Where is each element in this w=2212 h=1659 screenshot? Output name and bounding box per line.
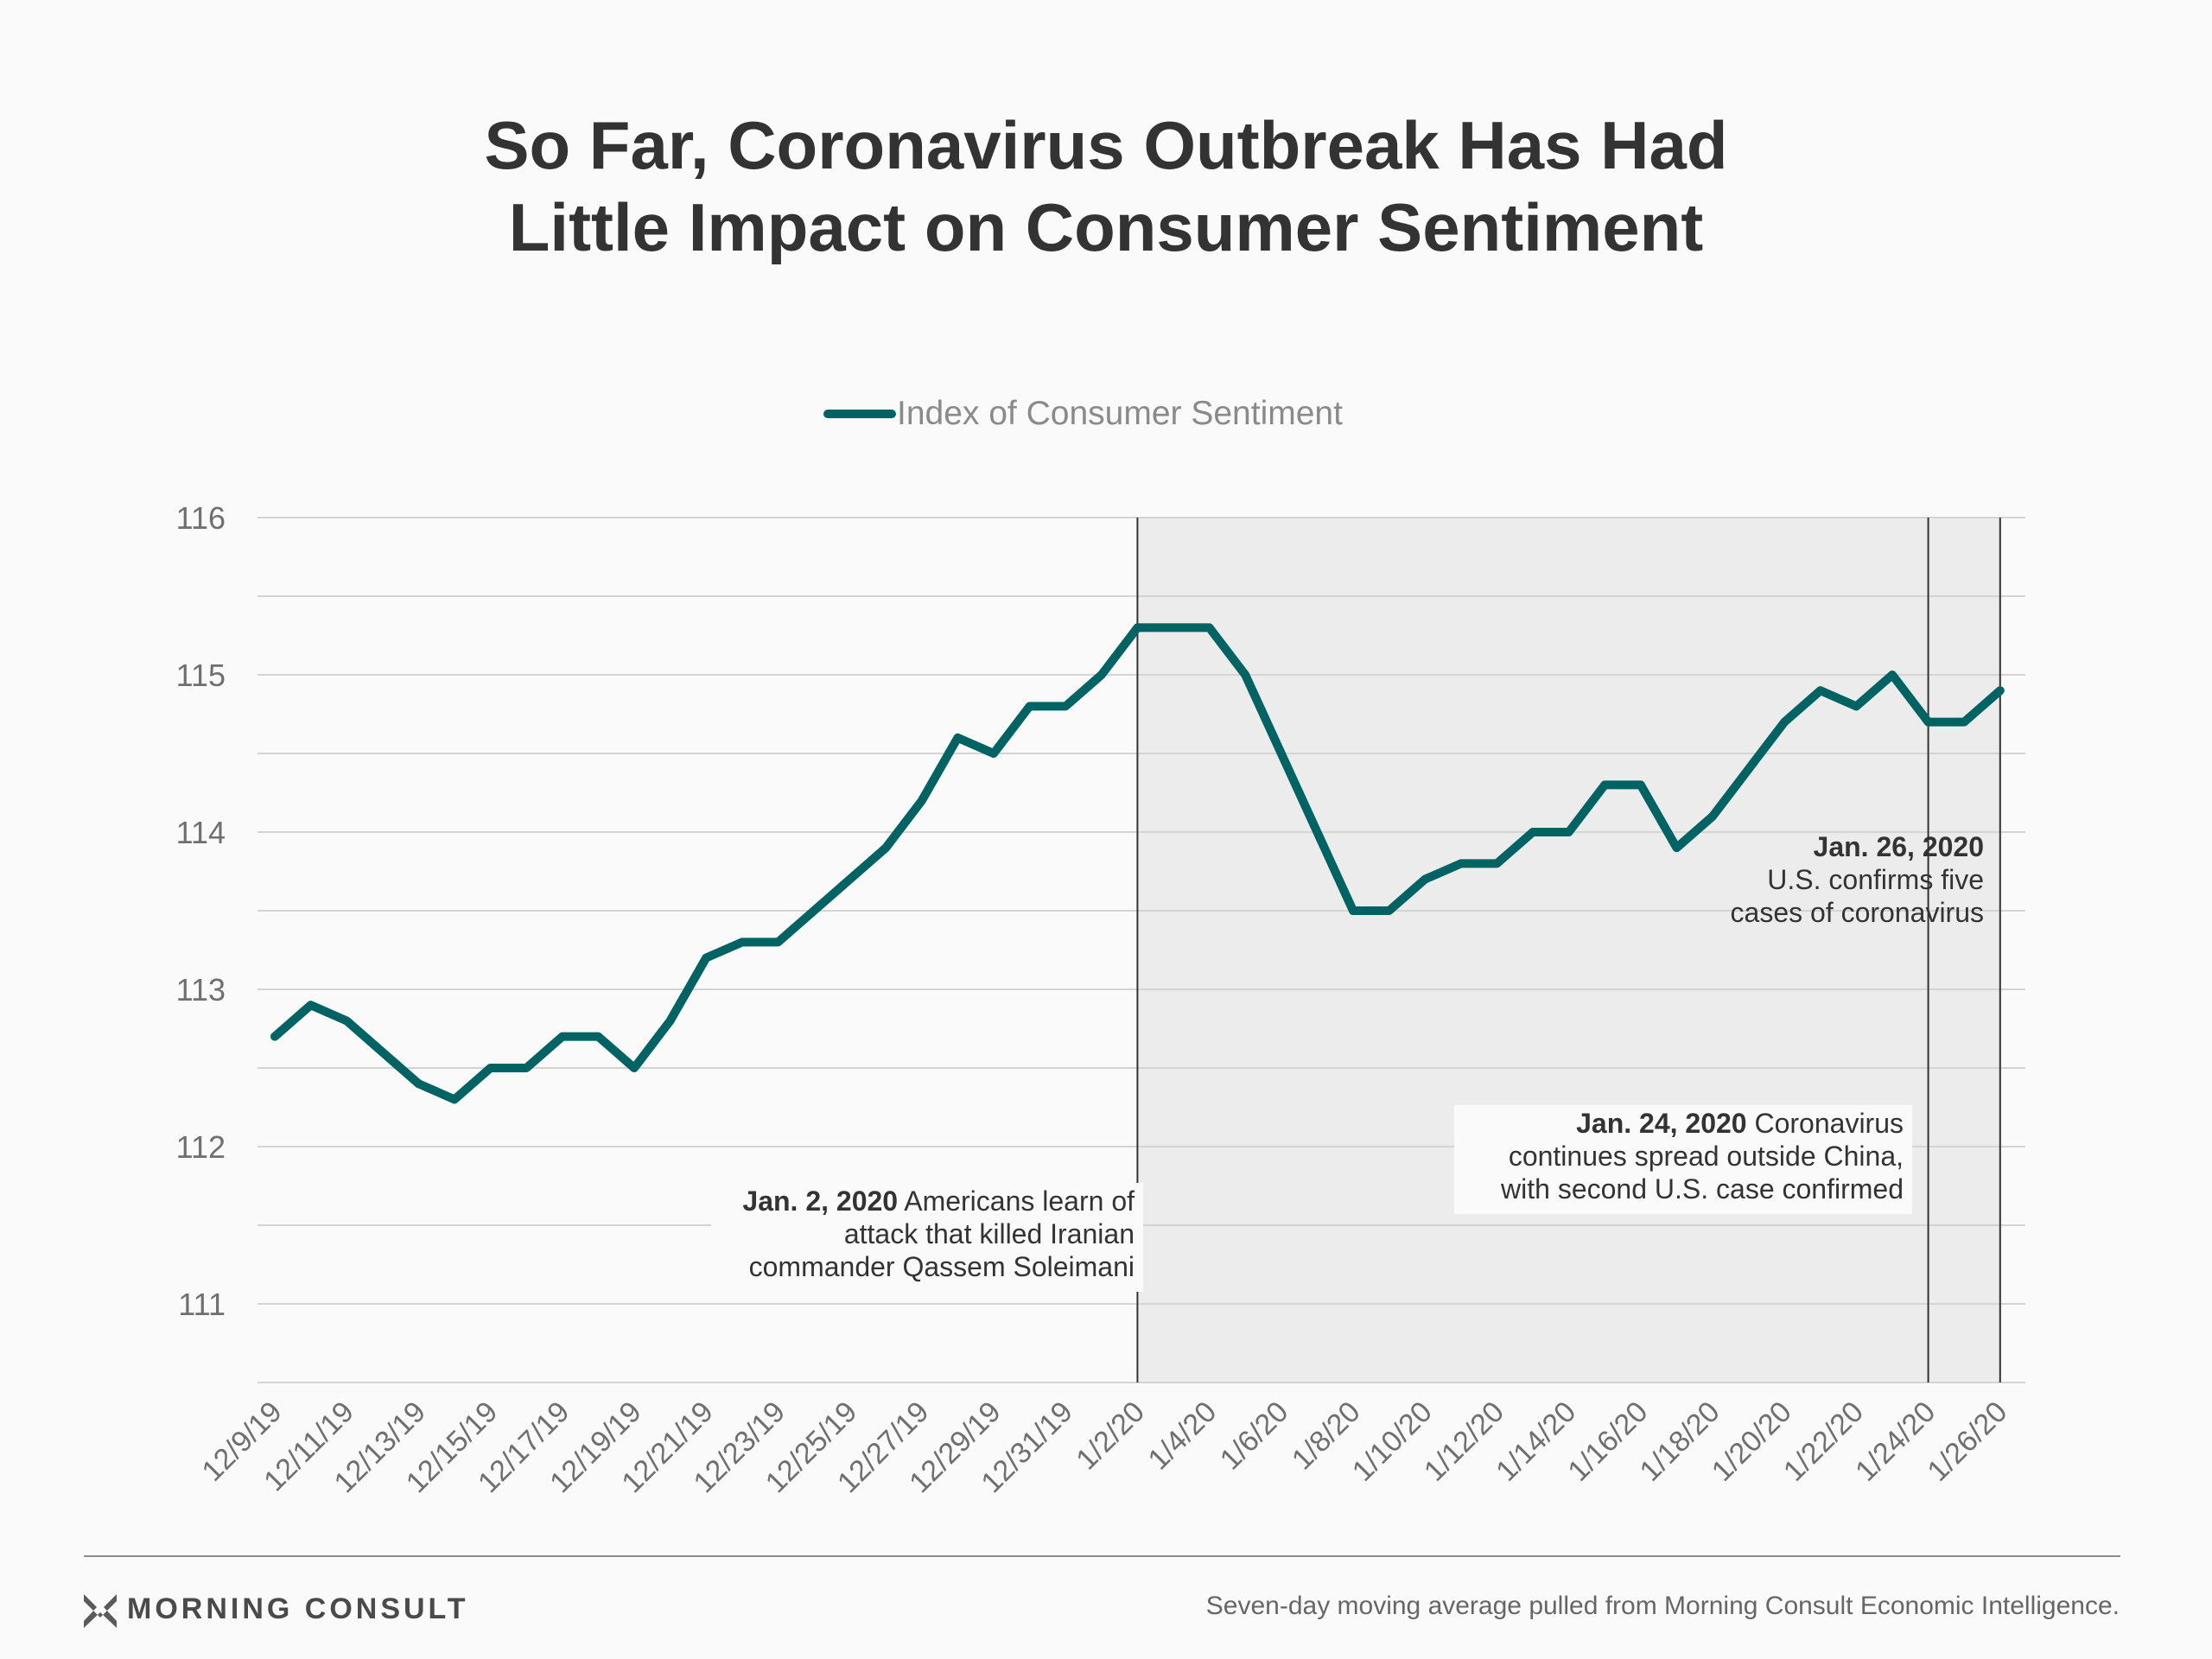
x-tick-label: 1/6/20 (1214, 1395, 1295, 1477)
x-tick-label: 1/2/20 (1070, 1395, 1151, 1477)
series-layer (270, 623, 2005, 1104)
legend: Index of Consumer Sentiment (823, 395, 1343, 432)
series-line (270, 623, 2005, 1104)
annotation-line: Jan. 24, 2020 Coronavirus (1576, 1108, 1904, 1139)
annotation-line: with second U.S. case confirmed (1500, 1173, 1904, 1205)
annotation-background (1454, 1105, 1912, 1214)
annotation-line: attack that killed Iranian (844, 1218, 1135, 1249)
x-tick-label: 1/22/20 (1777, 1395, 1870, 1488)
source-note: Seven-day moving average pulled from Mor… (1206, 1592, 2120, 1620)
annotation-text: Coronavirus (1747, 1108, 1904, 1139)
annotation-date: Jan. 26, 2020 (1814, 831, 1984, 862)
annotation-text: Americans learn of (898, 1185, 1135, 1217)
annotation-line: commander Qassem Soleimani (749, 1251, 1135, 1282)
x-tick-label: 1/18/20 (1634, 1395, 1726, 1488)
legend-label: Index of Consumer Sentiment (897, 395, 1343, 432)
x-tick-label: 1/16/20 (1561, 1395, 1654, 1488)
x-tick-label: 1/14/20 (1490, 1395, 1582, 1488)
x-tick-label: 1/4/20 (1142, 1395, 1224, 1477)
annotation-background (711, 1183, 1143, 1292)
y-tick-label: 113 (176, 972, 226, 1007)
annotation-date: Jan. 2, 2020 (742, 1185, 898, 1217)
annotation-line: U.S. confirms five (1767, 864, 1984, 895)
y-axis-ticks: 116 115 114 113 112 111 (176, 500, 226, 1322)
shaded-period (1137, 518, 2000, 1382)
annotation-line: continues spread outside China, (1509, 1141, 1904, 1172)
x-tick-label: 1/20/20 (1706, 1395, 1798, 1488)
gridlines (257, 517, 2025, 1383)
x-tick-label: 1/26/20 (1921, 1395, 2013, 1488)
y-tick-label: 114 (176, 815, 226, 850)
y-tick-label: 116 (176, 500, 226, 536)
logo-mark-icon (84, 1594, 117, 1628)
x-tick-label: 1/12/20 (1418, 1395, 1510, 1488)
x-tick-label: 1/10/20 (1346, 1395, 1439, 1488)
annotation-date: Jan. 24, 2020 (1576, 1108, 1746, 1139)
y-tick-label: 115 (176, 658, 226, 693)
shaded-region-layer (1137, 518, 2000, 1382)
morning-consult-logo: MORNING CONSULT (84, 1592, 469, 1628)
annotation-line: Jan. 2, 2020 Americans learn of (742, 1185, 1135, 1217)
y-tick-label: 112 (176, 1129, 226, 1165)
x-tick-label: 1/24/20 (1849, 1395, 1942, 1488)
y-tick-label: 111 (178, 1287, 226, 1322)
x-axis-ticks: 12/9/1912/11/1912/13/1912/15/1912/17/191… (196, 1395, 2014, 1499)
logo-wordmark: MORNING CONSULT (127, 1592, 469, 1625)
annotation-line: cases of coronavirus (1731, 897, 1984, 928)
chart-title-line-1: So Far, Coronavirus Outbreak Has Had (484, 107, 1727, 183)
chart-title-line-2: Little Impact on Consumer Sentiment (509, 189, 1704, 265)
